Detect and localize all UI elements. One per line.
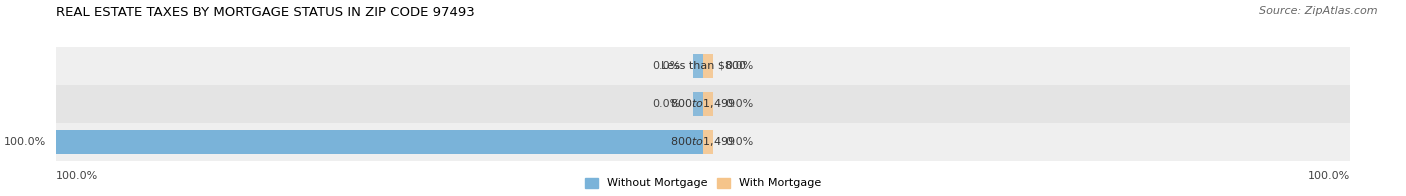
Bar	[703, 130, 713, 153]
Text: Source: ZipAtlas.com: Source: ZipAtlas.com	[1260, 6, 1378, 16]
Text: REAL ESTATE TAXES BY MORTGAGE STATUS IN ZIP CODE 97493: REAL ESTATE TAXES BY MORTGAGE STATUS IN …	[56, 6, 475, 19]
Text: 0.0%: 0.0%	[652, 61, 681, 71]
Text: 100.0%: 100.0%	[56, 171, 98, 181]
Text: 0.0%: 0.0%	[652, 99, 681, 109]
Bar	[703, 54, 713, 78]
Bar	[56, 85, 1350, 123]
Bar	[56, 123, 1350, 161]
Bar	[693, 54, 703, 78]
Text: 0.0%: 0.0%	[725, 61, 754, 71]
Text: 100.0%: 100.0%	[4, 137, 46, 147]
Bar	[703, 92, 713, 116]
Bar	[56, 130, 703, 153]
Text: 0.0%: 0.0%	[725, 99, 754, 109]
Text: $800 to $1,499: $800 to $1,499	[671, 135, 735, 148]
Text: 100.0%: 100.0%	[1308, 171, 1350, 181]
Text: 0.0%: 0.0%	[725, 137, 754, 147]
Legend: Without Mortgage, With Mortgage: Without Mortgage, With Mortgage	[585, 178, 821, 189]
Bar	[56, 47, 1350, 85]
Bar	[693, 92, 703, 116]
Text: Less than $800: Less than $800	[661, 61, 745, 71]
Text: $800 to $1,499: $800 to $1,499	[671, 97, 735, 110]
